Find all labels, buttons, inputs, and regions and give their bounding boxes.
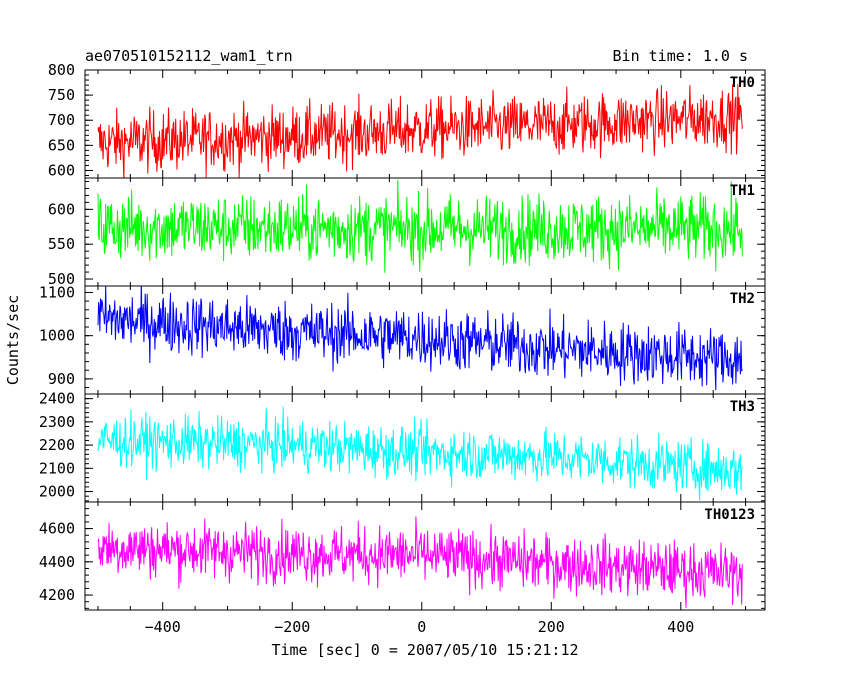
panels-group: 600 650 700 750 800 TH0 500 550 600 TH1 900 1000 110…: [39, 61, 766, 636]
y-tick-label: 750: [48, 86, 75, 104]
series-line-th1: [97, 179, 743, 273]
y-tick-label: 2200: [39, 436, 75, 454]
panel-th1: 500 550 600 TH1: [48, 177, 766, 288]
panel-th0123: 4200 4400 4600 TH0123 −400 −200 0 200 400: [39, 501, 766, 636]
panel-th3: 2000 2100 2200 2300 2400 TH3: [39, 390, 766, 503]
y-tick-label: 4400: [39, 553, 75, 571]
x-tick-label: −200: [274, 618, 310, 636]
panel-th2: 900 1000 1100 TH2: [39, 283, 766, 395]
y-tick-label: 2000: [39, 483, 75, 501]
x-tick-label: 200: [538, 618, 565, 636]
y-tick-label: 4200: [39, 586, 75, 604]
x-axis-label: Time [sec] 0 = 2007/05/10 15:21:12: [271, 641, 578, 659]
y-tick-label: 4600: [39, 520, 75, 538]
series-label-th2: TH2: [730, 291, 755, 307]
series-line-th3: [97, 406, 743, 501]
series-label-th3: TH3: [730, 399, 755, 415]
y-tick-label: 550: [48, 235, 75, 253]
x-tick-label: 400: [667, 618, 694, 636]
x-tick-label: −400: [145, 618, 181, 636]
panel-th0: 600 650 700 750 800 TH0: [48, 61, 766, 179]
series-label-th1: TH1: [730, 183, 755, 199]
y-tick-label: 600: [48, 200, 75, 218]
chart-subtitle: Bin time: 1.0 s: [613, 47, 748, 65]
x-tick-label: 0: [417, 618, 426, 636]
y-tick-label: 1100: [39, 283, 75, 301]
series-line-th0: [97, 84, 743, 178]
series-label-th0123: TH0123: [704, 507, 755, 523]
y-tick-label: 650: [48, 136, 75, 154]
series-line-th2: [97, 286, 743, 391]
panel-frame: [84, 501, 766, 611]
y-tick-label: 2300: [39, 413, 75, 431]
series-line-th0123: [97, 516, 743, 608]
y-tick-label: 900: [48, 370, 75, 388]
y-tick-label: 500: [48, 270, 75, 288]
y-tick-label: 700: [48, 111, 75, 129]
y-tick-label: 1000: [39, 327, 75, 345]
y-tick-label: 2400: [39, 390, 75, 408]
chart-title: ae070510152112_wam1_trn: [85, 47, 293, 65]
y-axis-label: Counts/sec: [4, 295, 22, 385]
y-tick-label: 600: [48, 161, 75, 179]
y-tick-label: 2100: [39, 459, 75, 477]
y-tick-label: 800: [48, 61, 75, 79]
series-label-th0: TH0: [730, 75, 755, 91]
